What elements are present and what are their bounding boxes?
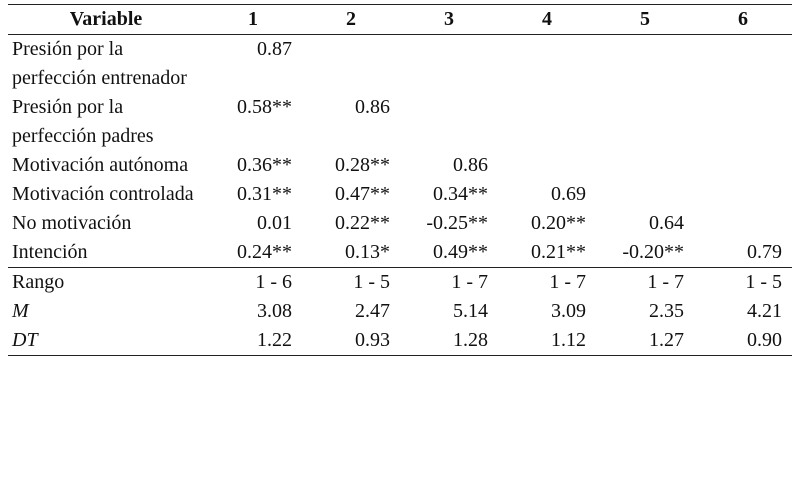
table-cell	[498, 93, 596, 151]
table-cell: 0.86	[453, 154, 488, 176]
table-cell	[694, 151, 792, 180]
table-cell	[302, 35, 400, 94]
table-body: Presión por la perfección entrenador 0.8…	[8, 35, 792, 356]
row-label: Presión por la perfección padres	[12, 96, 154, 147]
table-cell: 0.21**	[531, 241, 586, 263]
table-cell: 3.09	[551, 300, 586, 322]
table-cell: 1 - 5	[353, 271, 390, 293]
table-cell: 4.21	[747, 300, 782, 322]
table-cell	[596, 93, 694, 151]
table-cell: 0.22**	[335, 212, 390, 234]
table-cell: 3.08	[257, 300, 292, 322]
row-label: DT	[12, 329, 38, 351]
row-label: Presión por la perfección entrenador	[12, 38, 187, 89]
table-row: Motivación controlada 0.31** 0.47** 0.34…	[8, 180, 792, 209]
table-cell: 0.87	[257, 38, 292, 60]
row-label: No motivación	[12, 212, 132, 234]
table-cell	[596, 35, 694, 94]
table-cell: 0.90	[747, 329, 782, 351]
table-cell: 0.64	[649, 212, 684, 234]
header-variable: Variable	[69, 8, 143, 30]
table-cell: 0.13*	[345, 241, 390, 263]
header-col-4: 4	[542, 8, 552, 30]
table-cell: 1 - 5	[745, 271, 782, 293]
table-cell	[694, 209, 792, 238]
table-row: Intención 0.24** 0.13* 0.49** 0.21** -0.…	[8, 238, 792, 268]
table-cell: 0.24**	[237, 241, 292, 263]
table-row: Presión por la perfección entrenador 0.8…	[8, 35, 792, 94]
table-cell: 0.01	[257, 212, 292, 234]
table-cell: 2.47	[355, 300, 390, 322]
table-cell	[498, 35, 596, 94]
summary-row-mean: M 3.08 2.47 5.14 3.09 2.35 4.21	[8, 297, 792, 326]
table-cell: 0.58**	[237, 96, 292, 118]
table-cell: -0.25**	[426, 212, 488, 234]
table-cell: 0.69	[551, 183, 586, 205]
table-cell	[400, 93, 498, 151]
table-cell: 1 - 7	[451, 271, 488, 293]
table-cell: 1 - 7	[549, 271, 586, 293]
header-col-3: 3	[444, 8, 454, 30]
table-cell: 0.49**	[433, 241, 488, 263]
table-row: No motivación 0.01 0.22** -0.25** 0.20**…	[8, 209, 792, 238]
table-cell: 0.34**	[433, 183, 488, 205]
table-cell: 1.12	[551, 329, 586, 351]
row-label: Motivación controlada	[12, 183, 194, 205]
row-label: M	[12, 300, 29, 322]
header-col-1: 1	[248, 8, 258, 30]
table-cell: 0.86	[355, 96, 390, 118]
table-cell: 1.27	[649, 329, 684, 351]
table-cell	[596, 180, 694, 209]
table-cell	[596, 151, 694, 180]
summary-row-range: Rango 1 - 6 1 - 5 1 - 7 1 - 7 1 - 7 1 - …	[8, 267, 792, 298]
table-cell: 0.47**	[335, 183, 390, 205]
table-row: Motivación autónoma 0.36** 0.28** 0.86	[8, 151, 792, 180]
header-col-5: 5	[640, 8, 650, 30]
correlation-table: Variable 1 2 3 4 5 6 Presión por la perf…	[8, 4, 792, 356]
table-header: Variable 1 2 3 4 5 6	[8, 4, 792, 35]
table-cell: -0.20**	[622, 241, 684, 263]
header-col-6: 6	[738, 8, 748, 30]
table-cell: 2.35	[649, 300, 684, 322]
table-cell: 1 - 7	[647, 271, 684, 293]
row-label: Rango	[12, 271, 65, 293]
table-cell	[498, 151, 596, 180]
table-cell	[400, 35, 498, 94]
table-cell: 1.22	[257, 329, 292, 351]
table-cell: 0.31**	[237, 183, 292, 205]
table-cell: 0.28**	[335, 154, 390, 176]
table-row: Presión por la perfección padres 0.58** …	[8, 93, 792, 151]
table-cell: 0.36**	[237, 154, 292, 176]
table-cell: 0.79	[747, 241, 782, 263]
table-cell	[694, 180, 792, 209]
row-label: Motivación autónoma	[12, 154, 189, 176]
table-cell: 1 - 6	[255, 271, 292, 293]
header-col-2: 2	[346, 8, 356, 30]
row-label: Intención	[12, 241, 88, 263]
table-cell: 5.14	[453, 300, 488, 322]
header-row: Variable 1 2 3 4 5 6	[8, 4, 792, 35]
table-cell	[694, 35, 792, 94]
table-cell: 0.20**	[531, 212, 586, 234]
summary-row-sd: DT 1.22 0.93 1.28 1.12 1.27 0.90	[8, 326, 792, 356]
table-cell	[694, 93, 792, 151]
table-cell: 1.28	[453, 329, 488, 351]
table-cell: 0.93	[355, 329, 390, 351]
